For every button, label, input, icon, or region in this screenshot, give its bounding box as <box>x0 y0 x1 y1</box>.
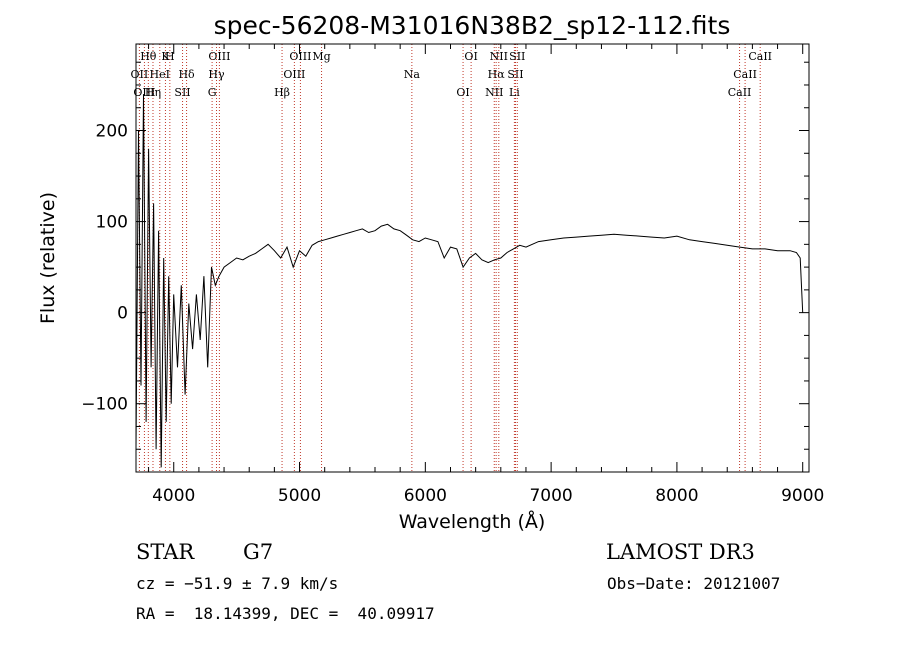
x-tick-label: 8000 <box>655 486 698 506</box>
marker-label: OIII <box>283 68 305 81</box>
marker-label: Hβ <box>274 86 290 99</box>
chart-title: spec-56208-M31016N38B2_sp12-112.fits <box>214 11 731 40</box>
coordinates: RA = 18.14399, DEC = 40.09917 <box>136 604 435 623</box>
y-tick-label: 0 <box>117 304 128 324</box>
marker-label: Mg <box>312 50 330 63</box>
x-tick-label: 4000 <box>152 486 195 506</box>
x-tick-label: 7000 <box>529 486 572 506</box>
axis-ticks: 4000 5000 6000 7000 8000 9000 −100 0 100 200 <box>81 44 824 506</box>
marker-label: K <box>161 50 170 63</box>
y-tick-label: 100 <box>96 213 128 233</box>
x-tick-label: 6000 <box>404 486 447 506</box>
object-subclass: G7 <box>243 540 274 564</box>
y-tick-label: 200 <box>96 122 128 142</box>
marker-label: NII <box>485 86 503 99</box>
x-tick-label: 5000 <box>278 486 321 506</box>
spectrum-line <box>135 94 804 468</box>
marker-label: Hγ <box>208 68 225 81</box>
survey-name: LAMOST DR3 <box>606 540 755 564</box>
marker-label: Hη <box>145 86 161 99</box>
redshift-cz: cz = −51.9 ± 7.9 km/s <box>136 574 339 593</box>
marker-label: CaII <box>748 50 772 63</box>
marker-label: OIII <box>133 86 155 99</box>
marker-label: NII <box>490 50 508 63</box>
marker-label: SII <box>174 86 190 99</box>
marker-label: OI <box>464 50 477 63</box>
marker-label: Hα <box>488 68 506 81</box>
marker-label: SII <box>509 50 525 63</box>
y-axis-label: Flux (relative) <box>37 192 59 324</box>
plot-frame <box>135 43 810 473</box>
marker-label: SII <box>507 68 523 81</box>
marker-label: H <box>165 50 175 63</box>
marker-label: Na <box>404 68 421 81</box>
marker-label: CaII <box>733 68 757 81</box>
x-axis-label: Wavelength (Å) <box>399 510 546 533</box>
marker-label: HeI <box>150 68 170 81</box>
observation-date: Obs−Date: 20121007 <box>607 574 781 593</box>
marker-label: Li <box>509 86 520 99</box>
x-tick-label: 9000 <box>781 486 824 506</box>
marker-label: G <box>208 86 217 99</box>
object-class: STAR <box>136 540 195 564</box>
line-markers: Hθ OII OIII K HeI Hη HHδ SII OIII Hγ G OIII OIII Hβ Mg… <box>131 44 772 472</box>
marker-label: OII <box>131 68 149 81</box>
marker-label: CaII <box>728 86 752 99</box>
marker-label: OI <box>456 86 469 99</box>
y-tick-label: −100 <box>81 395 128 415</box>
marker-label: OIII <box>208 50 230 63</box>
marker-label: Hθ <box>140 50 157 63</box>
marker-label: OIII <box>289 50 311 63</box>
marker-label: Hδ <box>178 68 195 81</box>
